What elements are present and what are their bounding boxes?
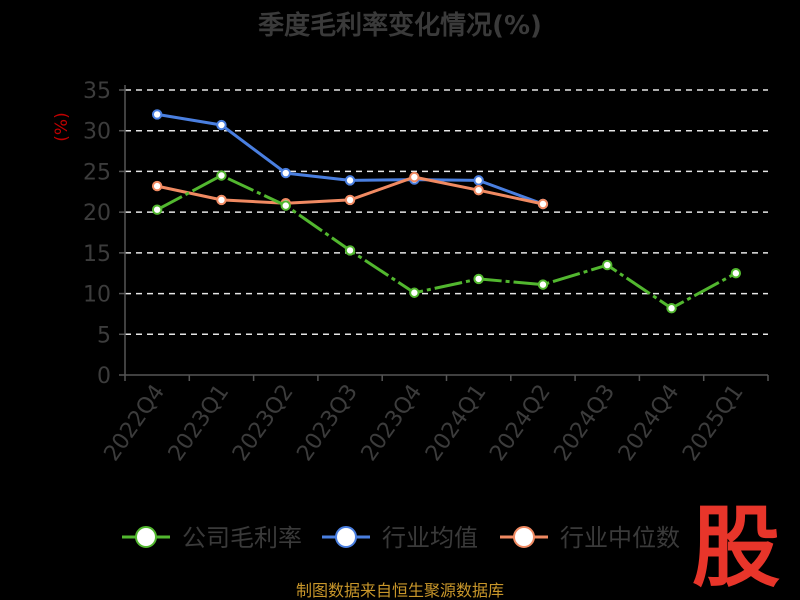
data-source-note: 制图数据来自恒生聚源数据库 (296, 581, 504, 600)
data-point (730, 268, 742, 279)
legend: 公司毛利率 行业均值 行业中位数 (122, 524, 680, 552)
data-point (280, 167, 291, 179)
x-tick-label: 2025Q1 (678, 380, 749, 466)
data-point (216, 170, 227, 181)
x-tick-labels: 2022Q42023Q12023Q22023Q32023Q42024Q12024… (100, 380, 749, 466)
legend-item-2: 行业中位数 (500, 524, 680, 552)
data-point (666, 303, 677, 314)
data-point (280, 200, 291, 211)
data-point (344, 194, 356, 206)
data-point (344, 245, 356, 256)
y-tick-label: 15 (83, 242, 111, 267)
y-tick-label: 10 (83, 283, 111, 308)
x-tick-label: 2024Q1 (421, 380, 492, 466)
y-tick-label: 35 (83, 79, 111, 104)
grid-lines (125, 89, 768, 336)
x-tick-label: 2024Q4 (614, 380, 685, 466)
data-point (216, 119, 227, 131)
x-tick-label: 2023Q2 (228, 380, 299, 466)
chart-title: 季度毛利率变化情况(%) (258, 10, 542, 41)
y-tick-label: 30 (83, 120, 111, 145)
legend-label: 公司毛利率 (182, 524, 302, 552)
x-tick-label: 2023Q1 (164, 380, 235, 466)
axes (119, 85, 769, 381)
legend-label: 行业中位数 (560, 524, 680, 552)
series-0 (151, 170, 742, 314)
data-point (344, 175, 356, 186)
y-tick-label: 5 (97, 323, 111, 348)
data-point (473, 273, 484, 285)
y-axis-unit: (%) (52, 112, 72, 141)
data-point (151, 109, 163, 120)
series-2 (151, 171, 549, 210)
data-point (151, 204, 163, 215)
data-point (151, 180, 163, 192)
legend-marker (135, 526, 157, 548)
data-point (473, 175, 484, 186)
legend-item-1: 行业均值 (322, 524, 478, 552)
data-point (409, 287, 420, 298)
data-point (602, 259, 613, 271)
data-point (216, 194, 227, 206)
x-tick-label: 2022Q4 (100, 380, 171, 466)
data-point (537, 198, 549, 210)
y-tick-label: 20 (83, 201, 111, 226)
legend-marker (513, 526, 535, 548)
y-tick-labels: 0 5 10 15 20 25 30 35 (83, 79, 111, 389)
data-point (473, 184, 484, 196)
y-tick-label: 25 (83, 160, 111, 185)
y-tick-label: 0 (97, 364, 111, 389)
legend-marker (335, 526, 357, 548)
series-line (156, 174, 737, 310)
data-point (409, 171, 420, 183)
data-point (537, 279, 549, 290)
x-tick-label: 2023Q3 (292, 380, 363, 466)
series-lines (151, 109, 742, 314)
brand-logo: 股 (692, 496, 780, 599)
legend-item-0: 公司毛利率 (122, 524, 302, 552)
x-tick-label: 2023Q4 (357, 380, 428, 466)
legend-label: 行业均值 (382, 524, 478, 552)
x-tick-label: 2024Q3 (550, 380, 621, 466)
x-tick-label: 2024Q2 (485, 380, 556, 466)
